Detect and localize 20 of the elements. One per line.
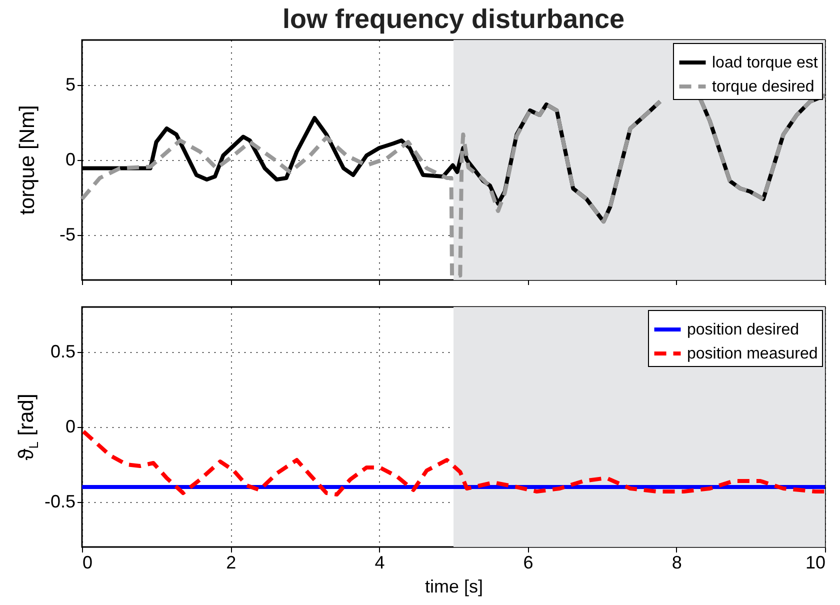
legend-label: load torque est (712, 54, 818, 72)
y-tick-label: 0 (65, 150, 76, 170)
y-tick-label: 5 (65, 74, 76, 94)
y-tick-label: -5 (59, 224, 76, 244)
legend-label: position measured (687, 346, 818, 362)
y-axis-title: torque [Nm] (16, 105, 40, 215)
x-tick-label: 8 (672, 552, 682, 572)
legend-label: torque desired (712, 78, 814, 96)
y-tick-label: -0.5 (44, 492, 76, 512)
x-tick-label: 0 (82, 552, 93, 572)
chart-title: low frequency disturbance (282, 4, 625, 34)
x-tick-label: 10 (805, 552, 826, 572)
x-axis-title: time [s] (424, 576, 484, 596)
y-tick-label: 0 (65, 416, 76, 436)
x-tick-label: 6 (523, 552, 534, 572)
line-series (81, 430, 827, 496)
x-tick-label: 4 (374, 552, 385, 572)
x-tick-label: 2 (226, 552, 236, 572)
legend-label: position desired (687, 322, 800, 338)
y-tick-label: 0.5 (50, 342, 76, 362)
